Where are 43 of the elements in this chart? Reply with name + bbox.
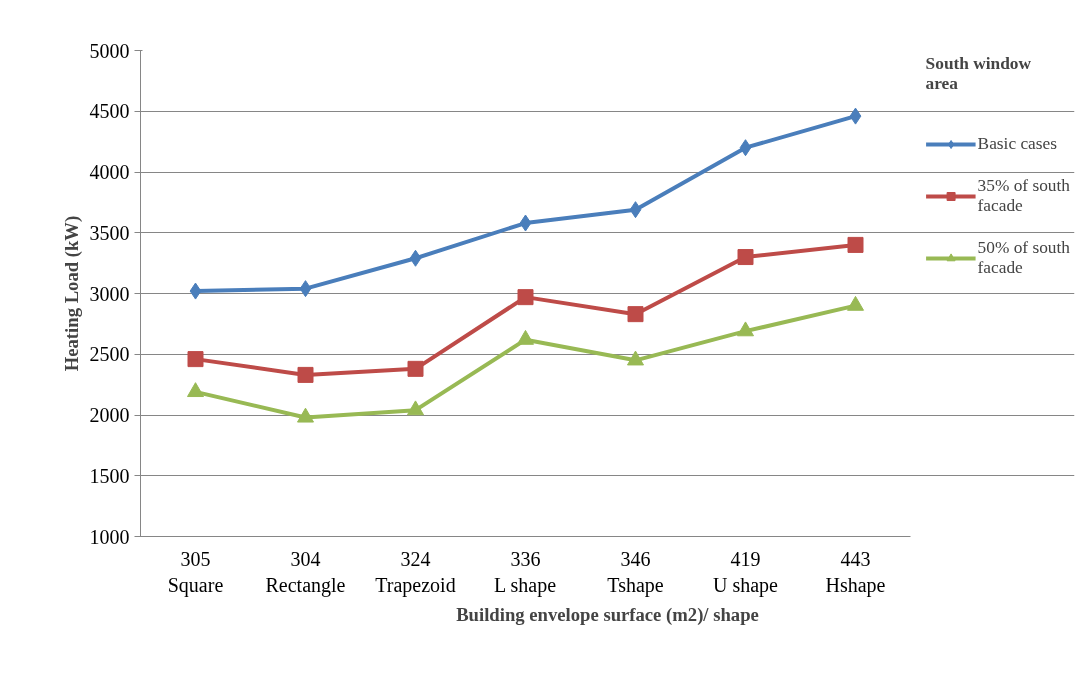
point xyxy=(189,282,202,300)
point xyxy=(517,289,534,306)
x-tick-label: 336 L shape xyxy=(494,547,557,597)
point xyxy=(849,107,862,125)
x-tick-label: 419 U shape xyxy=(713,547,779,597)
legend-label: 50% of south facade xyxy=(977,238,1070,278)
point xyxy=(407,360,424,377)
point xyxy=(737,321,754,337)
y-axis-title: Heating Load (kW) xyxy=(60,215,83,372)
x-tick-label: 324 Trapezoid xyxy=(375,547,456,597)
point xyxy=(297,407,314,423)
x-tick-label: 304 Rectangle xyxy=(265,547,346,597)
point xyxy=(627,306,644,323)
y-tick-label: 2500 xyxy=(89,343,130,366)
point xyxy=(519,214,532,232)
point xyxy=(517,329,534,345)
x-tick-label: 346 Tshape xyxy=(607,547,664,597)
point xyxy=(627,350,644,366)
y-tick-label: 3000 xyxy=(89,282,130,305)
point xyxy=(629,201,642,219)
y-tick-label: 2000 xyxy=(89,404,130,426)
x-tick-label: 305 Square xyxy=(167,547,224,597)
point xyxy=(739,139,752,157)
point xyxy=(187,382,204,398)
point xyxy=(409,249,422,267)
point xyxy=(847,295,864,311)
point xyxy=(297,366,314,383)
legend-label: 35% of south facade xyxy=(977,176,1070,216)
point xyxy=(407,400,424,416)
y-tick-label: 1000 xyxy=(89,525,130,548)
point xyxy=(737,249,754,266)
legend-label: Basic cases xyxy=(977,134,1057,154)
y-tick-label: 1500 xyxy=(89,464,130,487)
y-tick-label: 4000 xyxy=(89,161,130,183)
point xyxy=(187,351,204,368)
point xyxy=(299,280,312,298)
legend-title: South window area xyxy=(925,54,1033,94)
x-axis-title: Building envelope surface (m2)/ shape xyxy=(456,603,759,626)
point xyxy=(847,236,864,253)
y-tick-label: 3500 xyxy=(89,221,130,244)
y-tick-label: 4500 xyxy=(89,100,130,123)
x-tick-label: 443 Hshape xyxy=(825,547,886,597)
y-tick-label: 5000 xyxy=(89,39,130,62)
